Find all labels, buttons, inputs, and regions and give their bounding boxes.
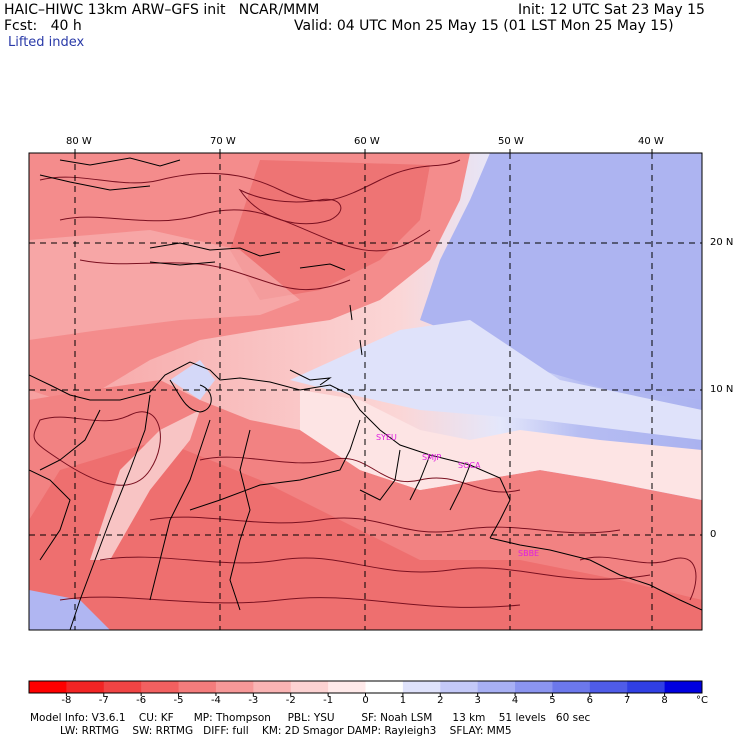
init-time: Init: 12 UTC Sat 23 May 15 xyxy=(518,2,705,18)
colorbar-swatch xyxy=(328,681,366,693)
field-name: Lifted index xyxy=(8,35,85,50)
colorbar-swatch xyxy=(627,681,666,693)
lat-label-20n: 20 N xyxy=(710,237,734,248)
colorbar-tick-label: 0 xyxy=(362,695,369,706)
colorbar xyxy=(28,680,703,696)
colorbar-swatch xyxy=(290,681,329,693)
colorbar-tick-label: 8 xyxy=(661,695,668,706)
colorbar-tick-label: 2 xyxy=(437,695,444,706)
lon-label-40w: 40 W xyxy=(638,136,664,147)
lon-label-60w: 60 W xyxy=(354,136,380,147)
lon-label-80w: 80 W xyxy=(66,136,92,147)
colorbar-swatch xyxy=(365,681,404,693)
colorbar-tick-label: 1 xyxy=(399,695,407,706)
colorbar-tick-label: -6 xyxy=(136,695,147,706)
colorbar-swatch xyxy=(141,681,180,693)
graticule xyxy=(29,153,702,630)
antilles-band xyxy=(29,230,300,340)
atlantic-weak-stable xyxy=(290,320,702,440)
colorbar-swatch xyxy=(477,681,516,693)
colorbar-swatch xyxy=(178,681,217,693)
colorbar-tick-label: 7 xyxy=(624,695,631,706)
colorbar-swatch xyxy=(253,681,292,693)
lat-label-10n: 10 N xyxy=(710,384,734,395)
colorbar-swatch xyxy=(589,681,628,693)
lon-label-50w: 50 W xyxy=(498,136,524,147)
colorbar-tick-label: 5 xyxy=(549,695,556,706)
guiana-neutral-region xyxy=(300,390,702,500)
caribbean-core xyxy=(230,160,430,300)
station-smjp: SMJP xyxy=(422,453,441,462)
colorbar-tick-label: -8 xyxy=(61,695,72,706)
colorbar-tick-label: -4 xyxy=(210,695,221,706)
station-sbbe: SBBE xyxy=(518,549,539,558)
lat-label-0: 0 xyxy=(710,529,717,540)
colorbar-tick-label: 4 xyxy=(511,695,519,706)
model-info-line2: LW: RRTMG SW: RRTMG DIFF: full KM: 2D Sm… xyxy=(30,725,512,737)
colorbar-tick-label: -7 xyxy=(98,695,109,706)
colorbar-swatch xyxy=(515,681,553,693)
colorbar-tick-label: -3 xyxy=(248,695,259,706)
station-syeu: SYEU xyxy=(376,433,397,442)
andes-low-region xyxy=(29,590,110,630)
colorbar-swatch xyxy=(402,681,441,693)
amazon-core xyxy=(29,440,702,630)
colorbar-swatch xyxy=(215,681,254,693)
model-title: HAIC–HIWC 13km ARW–GFS init NCAR/MMM xyxy=(4,2,320,18)
colorbar-tick-label: 3 xyxy=(474,695,481,706)
colorbar-unit: °C xyxy=(696,695,708,706)
model-info-line1: Model Info: V3.6.1 CU: KF MP: Thompson P… xyxy=(30,712,591,724)
forecast-hour: Fcst: 40 h xyxy=(4,18,82,34)
valid-time: Valid: 04 UTC Mon 25 May 15 (01 LST Mon … xyxy=(294,18,674,34)
station-markers: SYEU SMJP SOCA SBBE xyxy=(376,433,539,558)
lon-label-70w: 70 W xyxy=(210,136,236,147)
colorbar-swatch xyxy=(66,681,105,693)
colorbar-tick-label: -5 xyxy=(173,695,184,706)
colorbar-swatch xyxy=(552,681,591,693)
colorbar-swatch xyxy=(103,681,142,693)
colorbar-swatch xyxy=(440,681,479,693)
colorbar-tick-label: -1 xyxy=(323,695,334,706)
colorbar-swatch xyxy=(664,681,703,693)
coastlines xyxy=(29,157,702,630)
venezuela-lake-region xyxy=(170,360,215,400)
lon-ticks xyxy=(74,149,653,153)
colorbar-swatch xyxy=(29,681,67,693)
station-soca: SOCA xyxy=(458,461,481,470)
lifted-index-contours xyxy=(33,159,697,608)
andes-band xyxy=(90,410,200,560)
colorbar-tick-label: 6 xyxy=(586,695,594,706)
colorbar-tick-label: -2 xyxy=(285,695,296,706)
